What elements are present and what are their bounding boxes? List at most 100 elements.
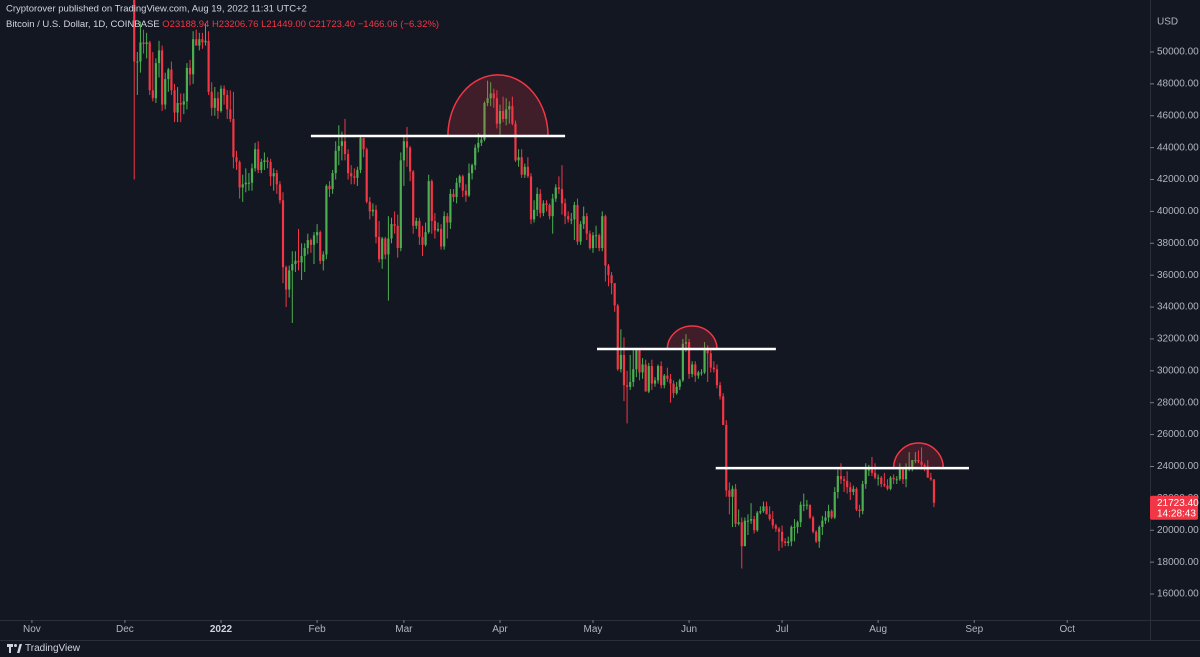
candle-body bbox=[691, 364, 694, 375]
candle-body bbox=[808, 504, 812, 518]
candle-body bbox=[548, 205, 551, 217]
candle-body bbox=[272, 173, 275, 177]
arc-annotation bbox=[666, 325, 718, 350]
candle-body bbox=[486, 98, 489, 103]
candle-body bbox=[625, 385, 629, 387]
candle-body bbox=[371, 209, 374, 212]
candle-body bbox=[914, 460, 917, 462]
candle-body bbox=[356, 169, 359, 178]
candle-body bbox=[198, 39, 201, 46]
y-tick-label: 32000.00 bbox=[1157, 334, 1199, 345]
candle-body bbox=[635, 350, 638, 370]
candle-body bbox=[402, 141, 405, 161]
candle-body bbox=[377, 236, 381, 260]
candle-body bbox=[815, 531, 818, 542]
candle-body bbox=[226, 95, 229, 110]
candle-body bbox=[585, 216, 588, 234]
candle-body bbox=[598, 235, 601, 249]
candle-body bbox=[765, 506, 768, 515]
candle-body bbox=[687, 342, 691, 375]
candle-body bbox=[644, 364, 647, 392]
candle-body bbox=[501, 110, 505, 119]
candle-body bbox=[427, 181, 430, 233]
publish-header: Cryptorover published on TradingView.com… bbox=[6, 4, 307, 15]
candle-body bbox=[926, 466, 929, 478]
candle-body bbox=[855, 488, 858, 510]
legend-change: −1466.06 (−6.32%) bbox=[358, 19, 439, 30]
x-tick-label: May bbox=[584, 624, 603, 635]
countdown: 14:28:43 bbox=[1157, 508, 1196, 519]
candle-body bbox=[263, 160, 266, 162]
candle-body bbox=[337, 146, 340, 151]
candle-body bbox=[157, 50, 161, 64]
candle-body bbox=[827, 511, 830, 518]
candle-body bbox=[260, 161, 263, 170]
candle-body bbox=[455, 182, 458, 198]
y-tick-label: 20000.00 bbox=[1157, 525, 1199, 536]
candle-body bbox=[148, 42, 151, 91]
candle-body bbox=[399, 160, 402, 249]
candle-body bbox=[638, 350, 641, 373]
candle-body bbox=[254, 149, 257, 169]
candle-body bbox=[842, 479, 846, 481]
symbol: Bitcoin / U.S. Dollar, 1D, COINBASE bbox=[6, 19, 160, 30]
y-tick-label: 48000.00 bbox=[1157, 78, 1199, 89]
candle-body bbox=[350, 173, 353, 177]
candle-body bbox=[709, 353, 712, 368]
candle-body bbox=[359, 138, 362, 170]
candle-body bbox=[756, 512, 759, 531]
candle-body bbox=[731, 488, 734, 497]
candle-body bbox=[594, 235, 598, 237]
candle-body bbox=[604, 216, 607, 266]
candle-body bbox=[746, 520, 750, 522]
candle-body bbox=[821, 520, 824, 528]
candle-body bbox=[715, 369, 719, 386]
candle-body bbox=[433, 220, 436, 231]
x-tick-label: Sep bbox=[965, 624, 983, 635]
candle-body bbox=[877, 477, 880, 479]
candle-body bbox=[244, 182, 247, 185]
legend-open: O23188.94 bbox=[162, 19, 209, 30]
x-tick-label: Jun bbox=[681, 624, 697, 635]
candle-body bbox=[464, 190, 467, 196]
candle-body bbox=[796, 522, 799, 528]
x-tick-label: Apr bbox=[492, 624, 508, 635]
candle-body bbox=[505, 109, 508, 119]
candle-body bbox=[495, 98, 498, 124]
candle-body bbox=[443, 216, 446, 247]
candle-body bbox=[145, 42, 148, 45]
candle-body bbox=[672, 383, 675, 394]
candle-body bbox=[712, 367, 715, 370]
candle-body bbox=[291, 264, 294, 271]
candle-body bbox=[523, 166, 526, 175]
candle-body bbox=[238, 161, 241, 188]
candle-body bbox=[480, 139, 483, 143]
candle-body bbox=[461, 176, 464, 191]
y-tick-label: 36000.00 bbox=[1157, 270, 1199, 281]
y-tick-label: 46000.00 bbox=[1157, 110, 1199, 121]
candle-body bbox=[319, 232, 322, 261]
candle-body bbox=[511, 106, 514, 124]
candle-body bbox=[892, 477, 895, 480]
candle-body bbox=[412, 171, 415, 226]
candle-body bbox=[929, 477, 932, 480]
candle-body bbox=[836, 476, 839, 492]
candle-body bbox=[241, 184, 244, 188]
candle-body bbox=[474, 147, 477, 166]
candle-body bbox=[517, 157, 520, 161]
candle-body bbox=[532, 209, 536, 220]
x-tick-label: Dec bbox=[116, 624, 134, 635]
candle-body bbox=[790, 527, 793, 542]
candle-body bbox=[250, 168, 254, 183]
candle-body bbox=[396, 225, 399, 249]
candle-body bbox=[889, 477, 892, 489]
candle-body bbox=[210, 91, 213, 108]
candle-body bbox=[154, 63, 158, 99]
candle-body bbox=[777, 528, 781, 532]
candle-body bbox=[610, 275, 613, 284]
candle-body bbox=[133, 0, 136, 62]
candle-body bbox=[557, 187, 560, 190]
candle-body bbox=[439, 228, 443, 247]
candle-body bbox=[660, 366, 663, 386]
